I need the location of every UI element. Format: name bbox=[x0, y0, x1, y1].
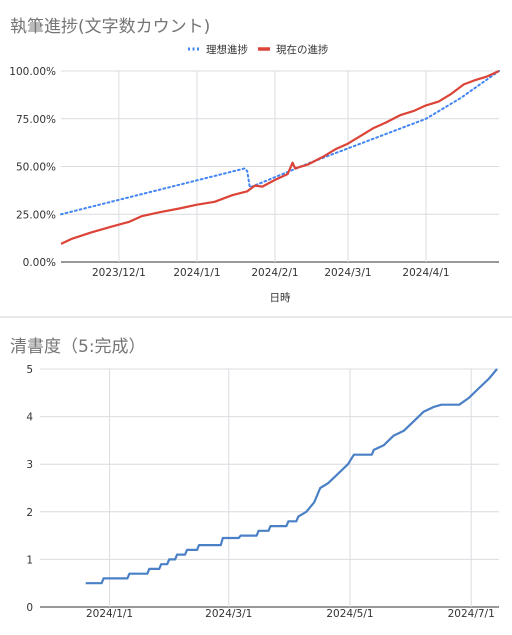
x-tick-label: 2024/1/1 bbox=[86, 608, 133, 620]
y-tick-label: 2 bbox=[26, 507, 33, 519]
y-tick-label: 5 bbox=[26, 364, 33, 376]
x-tick-label: 2024/1/1 bbox=[173, 267, 220, 279]
y-tick-label: 0 bbox=[26, 602, 33, 614]
polish-chart: 0 1 2 3 4 5 2024/1/1 2024/3/1 2024/5/1 2024/7/1 bbox=[26, 364, 499, 620]
y-tick-label: 1 bbox=[26, 554, 33, 566]
legend-label: 現在の進捗 bbox=[276, 43, 329, 56]
progress-chart: 0.00% 25.00% 50.00% 75.00% 100.00% 2023/12/1 2… bbox=[9, 43, 500, 304]
polish-chart-title: 清書度（5:完成） bbox=[10, 337, 146, 357]
series-line-0 bbox=[60, 70, 500, 216]
x-tick-label: 2024/5/1 bbox=[326, 608, 373, 620]
y-tick-label: 4 bbox=[26, 412, 33, 424]
y-tick-label: 100.00% bbox=[9, 66, 56, 78]
series-line-1 bbox=[60, 69, 500, 245]
series-line-0 bbox=[85, 368, 498, 585]
x-tick-label: 2024/2/1 bbox=[251, 267, 298, 279]
x-tick-label: 2023/12/1 bbox=[92, 267, 146, 279]
progress-chart-title: 執筆進捗(文字数カウント) bbox=[10, 17, 211, 37]
y-tick-label: 50.00% bbox=[16, 162, 56, 174]
legend-label: 理想進捗 bbox=[206, 43, 248, 56]
x-tick-label: 2024/4/1 bbox=[402, 267, 449, 279]
polish-chart-panel: 清書度（5:完成） 0 1 2 3 4 5 2024/1/1 2024/3/1 2024/5/1… bbox=[0, 318, 512, 635]
y-tick-label: 75.00% bbox=[16, 114, 56, 126]
x-tick-label: 2024/3/1 bbox=[324, 267, 371, 279]
y-tick-label: 3 bbox=[26, 459, 33, 471]
x-tick-label: 2024/7/1 bbox=[448, 608, 495, 620]
y-tick-label: 0.00% bbox=[23, 257, 56, 269]
progress-chart-panel: 執筆進捗(文字数カウント) 0.00% 25.00% 50.00% 75.00% 100… bbox=[0, 0, 512, 316]
chart-divider bbox=[0, 316, 512, 318]
x-tick-label: 2024/3/1 bbox=[205, 608, 252, 620]
x-axis-title: 日時 bbox=[270, 292, 291, 304]
y-tick-label: 25.00% bbox=[16, 209, 56, 221]
